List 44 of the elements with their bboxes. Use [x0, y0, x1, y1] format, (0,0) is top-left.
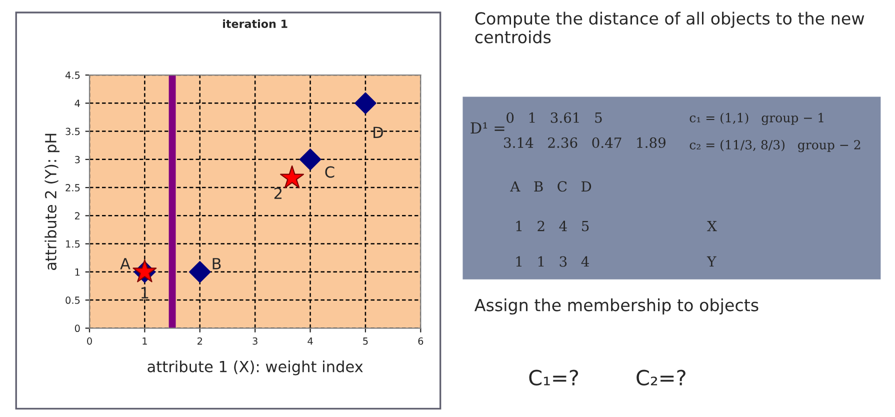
text: Compute the distance of all objects to the new centroids	[475, 12, 864, 44]
y-tick-label: 1	[75, 268, 80, 276]
y-tick-label: 1.5	[66, 240, 80, 248]
x-tick-label: 6	[418, 337, 424, 345]
text: 1 1 3 4	[516, 256, 590, 267]
y-tick-label: 4.5	[65, 72, 80, 79]
text: A B C D	[510, 181, 592, 192]
y-axis-title: attribute 2 (Y): pH	[44, 134, 60, 270]
text: 3.14 2.36 0.47 1.89	[504, 137, 666, 148]
text: c₂ = (11/3, 8/3) group − 2	[690, 140, 860, 152]
point	[189, 261, 211, 283]
y-tick-label: 2.5	[66, 184, 80, 192]
x-tick-label: 5	[363, 338, 368, 345]
text: 1 2 4 5	[516, 220, 589, 232]
text: C₂=?	[636, 370, 686, 386]
annotation: B	[212, 258, 221, 270]
annotation: D	[374, 126, 383, 138]
text: Y	[706, 256, 716, 267]
x-tick-label: 1	[142, 338, 147, 345]
annotation: 2	[274, 188, 282, 199]
text: C₁=?	[529, 370, 578, 386]
y-tick-label: 3	[75, 156, 80, 164]
x-tick-label: 3	[252, 337, 258, 345]
text: Assign the membership to objects	[474, 298, 758, 315]
annotation: C	[325, 166, 334, 178]
x-tick-label: 0	[87, 337, 92, 345]
y-tick-label: 0	[74, 324, 80, 332]
text: 0 1 3.61 5	[506, 112, 602, 123]
chart-title: iteration 1	[223, 19, 288, 28]
point	[280, 165, 304, 188]
point	[354, 92, 376, 114]
x-tick-label: 2	[198, 337, 202, 345]
annotation: A	[120, 258, 130, 270]
text: D¹ =	[470, 122, 504, 134]
x-tick-label: 4	[308, 338, 313, 345]
y-tick-label: 4	[74, 100, 80, 107]
annotation: 1	[142, 287, 148, 298]
y-tick-label: 3.5	[66, 128, 80, 136]
text: X	[707, 220, 717, 232]
y-tick-label: 2	[75, 212, 80, 220]
point	[299, 148, 322, 170]
text: c₁ = (1,1) group − 1	[690, 112, 824, 125]
x-axis-title: attribute 1 (X): weight index	[148, 360, 363, 376]
y-tick-label: 0.5	[66, 296, 80, 304]
